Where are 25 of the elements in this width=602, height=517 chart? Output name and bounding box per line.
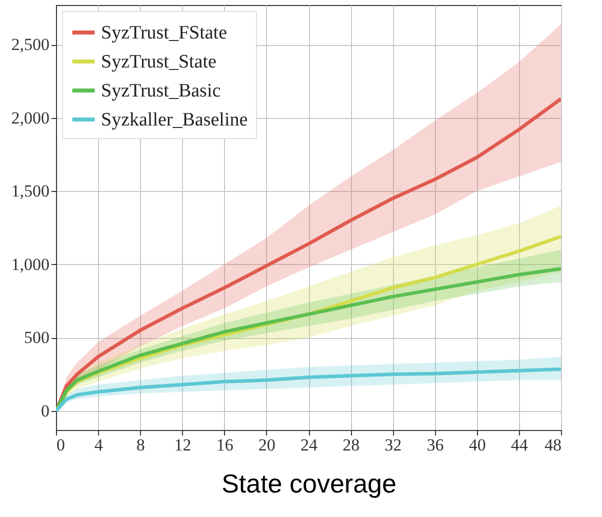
x-tick-label: 36 — [426, 436, 444, 454]
x-tick-label: 32 — [384, 436, 402, 454]
y-tick-label: 0 — [41, 401, 50, 420]
x-tick-label: 28 — [342, 436, 360, 454]
x-tick-label: 12 — [174, 436, 192, 454]
legend-label: SyzTrust_FState — [101, 22, 227, 44]
line-series — [56, 367, 561, 413]
legend-label: Syzkaller_Baseline — [101, 110, 248, 130]
legend-label: SyzTrust_State — [101, 52, 216, 72]
x-axis-title: State coverage — [222, 468, 396, 498]
y-tick-label: 2,000 — [11, 108, 50, 128]
x-tick-label: 24 — [300, 436, 318, 454]
x-tick-label: 44 — [510, 436, 528, 454]
x-tick-label: 8 — [136, 436, 145, 454]
y-tick-label: 2,500 — [11, 35, 50, 54]
legend-label: SyzTrust_Basic — [101, 80, 221, 102]
x-tick-label: 16 — [216, 436, 234, 454]
x-tick-label: 20 — [258, 436, 276, 454]
y-tick-label: 1,000 — [11, 254, 50, 274]
x-tick-label: 40 — [468, 436, 486, 454]
y-tick-label: 500 — [24, 328, 50, 348]
x-tick-label: 48 — [544, 436, 562, 454]
x-tick-label: 0 — [56, 436, 65, 454]
y-tick-label: 1,500 — [11, 182, 50, 201]
x-tick-label: 4 — [94, 436, 104, 454]
